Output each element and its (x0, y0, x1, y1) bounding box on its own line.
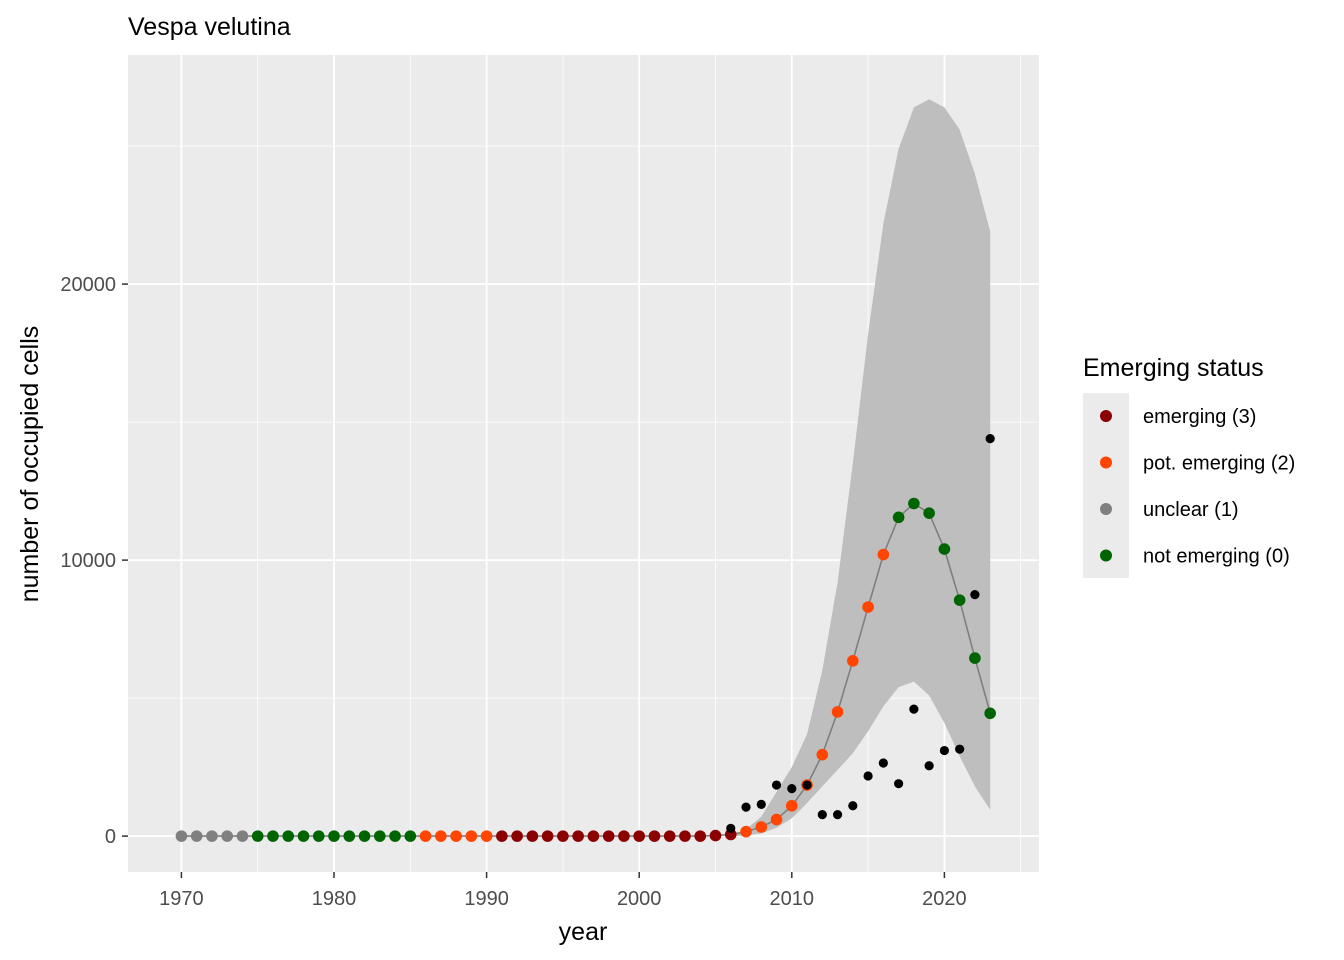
fitted-point (862, 601, 874, 613)
fitted-point (465, 830, 478, 842)
legend-key (1100, 549, 1112, 562)
legend: Emerging status emerging (3) pot. emergin… (1083, 354, 1295, 578)
legend-label: emerging (3) (1143, 406, 1256, 428)
observed-point (955, 744, 965, 754)
fitted-point (648, 830, 661, 842)
observed-point (894, 779, 904, 789)
x-tick-label: 1980 (312, 888, 357, 910)
observed-point (832, 809, 843, 820)
observed-point (756, 799, 766, 809)
fitted-point (221, 830, 233, 842)
fitted-point (206, 830, 218, 842)
legend-key (1100, 503, 1112, 515)
fitted-point (785, 799, 798, 812)
observed-point (878, 758, 888, 768)
observed-point (787, 784, 797, 794)
fitted-point (618, 830, 630, 842)
observed-point (741, 802, 751, 812)
legend-title: Emerging status (1083, 354, 1264, 382)
x-tick-label: 1990 (464, 888, 509, 910)
x-tick-label: 2020 (922, 888, 967, 910)
fitted-point (969, 652, 981, 664)
fitted-point (511, 830, 523, 842)
fitted-point (541, 830, 554, 842)
observed-point (939, 745, 949, 756)
fitted-point (633, 830, 645, 842)
fitted-point (877, 548, 890, 561)
fitted-point (984, 707, 996, 720)
observed-point (970, 590, 980, 600)
y-axis-label: number of occupied cells (16, 326, 44, 603)
fitted-point (343, 830, 356, 842)
legend-label: unclear (1) (1143, 499, 1239, 521)
legend-key (1100, 456, 1112, 469)
fitted-point (480, 830, 493, 842)
fitted-point (419, 830, 432, 842)
fitted-point (328, 830, 340, 842)
fitted-point (389, 830, 401, 842)
observed-point (802, 780, 812, 790)
fitted-point (297, 830, 310, 842)
fitted-point (847, 655, 859, 667)
fitted-point (694, 830, 707, 842)
x-tick-label: 1970 (159, 888, 204, 910)
observed-point (924, 761, 934, 771)
fitted-point (679, 830, 691, 842)
fitted-point (373, 830, 386, 842)
fitted-point (587, 830, 600, 842)
fitted-point (175, 830, 188, 842)
fitted-point (892, 511, 905, 524)
observed-point (771, 780, 782, 790)
y-axis-ticks: 0 10000 20000 (60, 274, 128, 848)
fitted-point (236, 830, 249, 842)
fitted-point (953, 594, 966, 606)
y-tick-label: 10000 (60, 550, 116, 572)
fitted-point (740, 825, 752, 838)
observed-point (909, 704, 919, 714)
fitted-point (435, 830, 447, 842)
fitted-point (404, 830, 417, 842)
observed-point (985, 434, 995, 444)
fitted-point (908, 497, 920, 510)
observed-point (863, 771, 873, 781)
x-axis-ticks: 1970 1980 1990 2000 2010 2020 (159, 872, 967, 910)
fitted-point (450, 830, 462, 842)
fitted-point (923, 507, 935, 519)
y-tick-label: 0 (105, 826, 116, 848)
fitted-point (755, 821, 768, 833)
fitted-point (496, 830, 508, 842)
legend-entries: emerging (3) pot. emerging (2) unclear (1)… (1100, 406, 1295, 568)
legend-label: not emerging (0) (1143, 546, 1290, 568)
fitted-point (312, 830, 325, 842)
fitted-point (526, 830, 539, 842)
x-tick-label: 2010 (770, 888, 815, 910)
fitted-point (770, 813, 783, 826)
x-tick-label: 2000 (617, 888, 662, 910)
observed-point (848, 801, 858, 811)
fitted-point (572, 830, 584, 842)
fitted-point (557, 830, 569, 842)
fitted-point (602, 830, 615, 842)
chart-title: Vespa velutina (128, 13, 291, 41)
fitted-point (251, 830, 264, 842)
fitted-point (267, 830, 279, 842)
fitted-point (663, 830, 676, 842)
fitted-point (709, 829, 722, 842)
observed-points (726, 434, 995, 833)
legend-label: pot. emerging (2) (1143, 453, 1295, 475)
observed-point (817, 809, 827, 820)
y-tick-label: 20000 (60, 274, 116, 296)
fitted-point (358, 830, 371, 842)
legend-key (1100, 410, 1112, 422)
fitted-point (831, 706, 844, 718)
fitted-point (938, 543, 951, 555)
fitted-point (190, 830, 203, 842)
fitted-point (816, 748, 829, 761)
x-axis-label: year (559, 918, 608, 946)
fitted-point (282, 830, 295, 842)
confidence-ribbon (730, 99, 991, 837)
legend-key-background (1083, 393, 1129, 578)
observed-point (726, 823, 736, 833)
